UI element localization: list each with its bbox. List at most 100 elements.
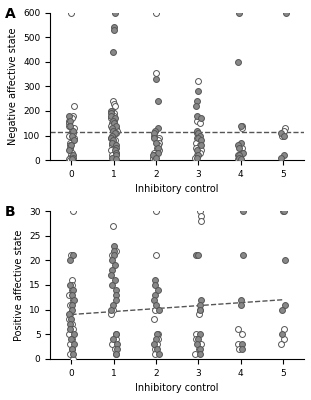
Point [193,154,198,161]
Point [114,150,119,156]
Point [71,351,76,357]
Point [154,336,159,342]
Point [68,147,73,154]
Point [110,152,115,158]
Point [238,140,243,146]
Point [152,292,157,298]
Point [68,302,73,308]
Y-axis label: Negative affective state: Negative affective state [8,28,18,145]
Point [111,100,116,107]
Point [70,302,75,308]
Point [154,70,159,76]
Point [110,306,115,313]
Point [109,110,114,117]
Point [70,130,75,136]
Point [109,272,114,278]
Point [113,103,118,109]
Point [69,287,74,293]
Point [154,252,159,259]
Point [69,336,74,342]
Point [196,252,201,259]
Point [196,137,201,144]
Point [67,120,72,126]
Point [109,122,114,129]
Point [239,125,244,131]
Point [111,26,116,33]
Point [152,306,157,313]
Point [110,98,115,104]
Point [112,113,117,119]
Point [112,118,117,124]
Point [281,336,286,342]
Point [113,130,118,136]
Point [69,156,74,162]
Point [196,152,201,158]
Point [240,341,245,347]
Point [238,296,243,303]
Text: B: B [5,205,15,219]
X-axis label: Inhibitory control: Inhibitory control [136,184,219,194]
Point [240,150,245,156]
Point [66,122,71,129]
Point [283,125,288,131]
Point [71,296,76,303]
Point [151,296,156,303]
Point [111,223,116,229]
Point [235,341,240,347]
Point [113,9,118,16]
Point [70,321,75,328]
Point [67,292,72,298]
Point [235,58,240,65]
Point [67,147,72,154]
Point [197,306,202,313]
Point [151,154,156,161]
Point [156,336,161,342]
Point [70,152,75,158]
Point [67,118,72,124]
Point [109,140,114,146]
Point [154,9,159,16]
Point [154,341,159,347]
Point [111,24,116,30]
Point [69,152,74,158]
Point [193,145,198,151]
Point [70,292,75,298]
Point [198,213,203,219]
Point [110,267,115,274]
Point [112,247,117,254]
Point [68,157,73,163]
Point [114,128,119,134]
Point [237,145,242,151]
Point [69,306,74,313]
Point [67,145,72,151]
Point [114,331,119,337]
Point [152,132,157,139]
Point [71,341,76,347]
Point [195,128,200,134]
Point [70,356,75,362]
Point [112,147,117,154]
Point [70,208,75,214]
Point [195,113,200,119]
Point [156,142,161,149]
Point [156,331,161,337]
Point [151,130,156,136]
Point [156,147,161,154]
Point [239,331,244,337]
Point [194,252,199,259]
Point [114,351,118,357]
Point [70,113,75,119]
Point [195,336,200,342]
Point [67,156,72,162]
Point [110,125,115,131]
Point [109,257,114,264]
Point [193,331,198,337]
Point [111,145,116,151]
Point [68,154,73,161]
Point [70,115,75,122]
Point [199,147,204,154]
Point [110,302,115,308]
Point [67,140,72,146]
Point [195,135,200,141]
Point [195,341,200,347]
